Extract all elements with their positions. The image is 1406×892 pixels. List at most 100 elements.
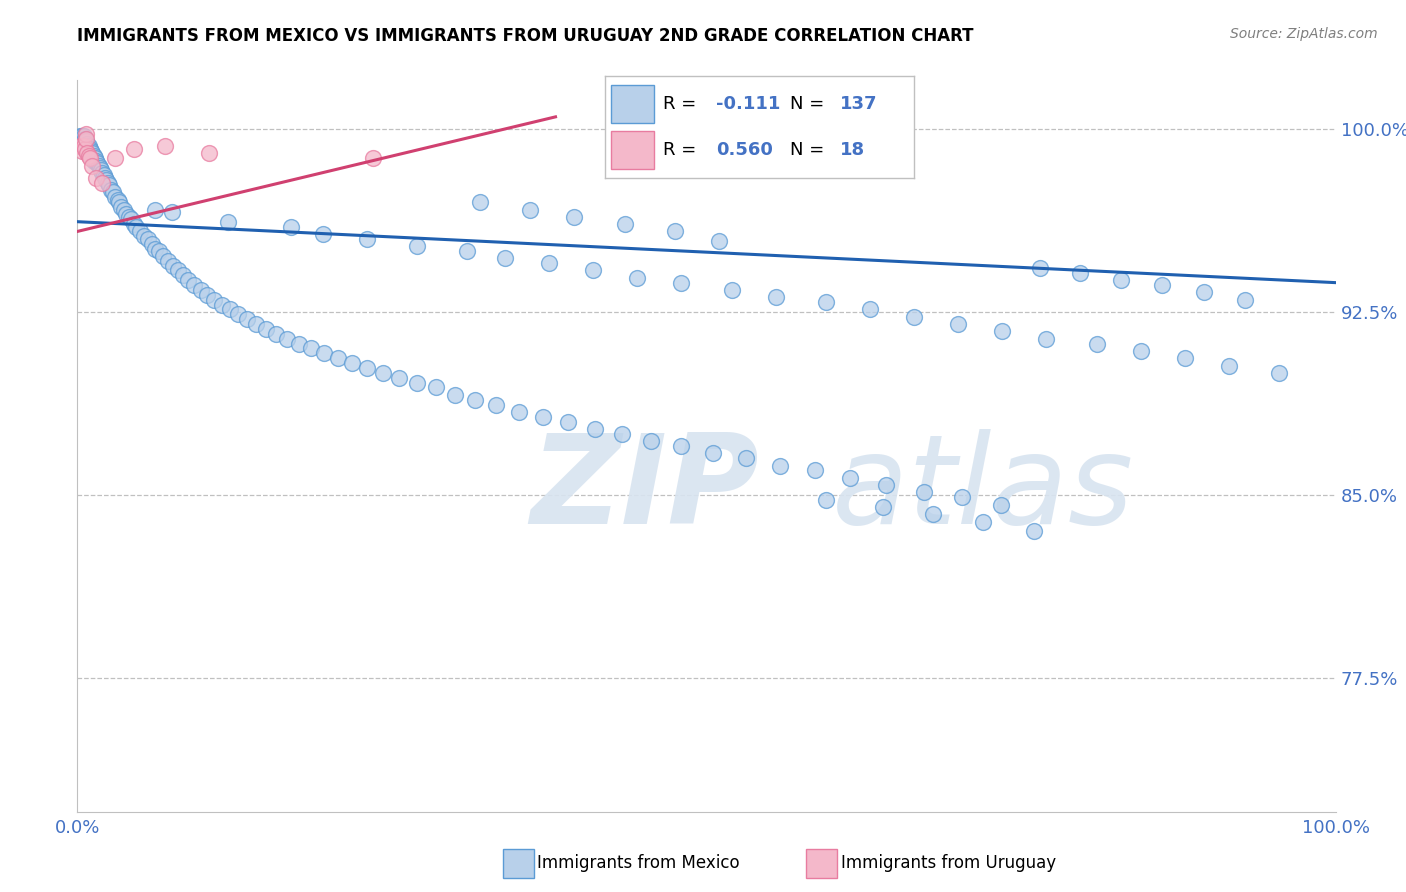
Text: R =: R = <box>664 95 703 112</box>
Point <box>72 129 94 144</box>
Point <box>100 183 122 197</box>
Point <box>122 142 145 156</box>
Point <box>326 351 349 366</box>
FancyBboxPatch shape <box>610 131 654 169</box>
Point <box>104 151 127 165</box>
Point <box>519 202 541 217</box>
Point <box>72 134 94 148</box>
Point <box>132 229 155 244</box>
Point <box>76 146 98 161</box>
Point <box>803 463 825 477</box>
Point <box>172 268 194 283</box>
Point <box>141 236 163 251</box>
Point <box>77 139 100 153</box>
Point <box>143 202 166 217</box>
Point <box>160 205 183 219</box>
Point <box>765 290 787 304</box>
Point <box>972 515 994 529</box>
Point <box>613 217 636 231</box>
Text: 18: 18 <box>839 141 865 159</box>
Point <box>456 244 478 258</box>
Point <box>494 252 516 266</box>
Text: IMMIGRANTS FROM MEXICO VS IMMIGRANTS FROM URUGUAY 2ND GRADE CORRELATION CHART: IMMIGRANTS FROM MEXICO VS IMMIGRANTS FRO… <box>77 27 974 45</box>
Point <box>815 295 838 310</box>
Point <box>990 498 1012 512</box>
Text: 137: 137 <box>839 95 877 112</box>
Point <box>195 288 218 302</box>
Point <box>77 144 100 158</box>
Point <box>198 146 221 161</box>
Point <box>211 297 233 311</box>
Point <box>582 263 605 277</box>
Point <box>97 178 120 193</box>
Point <box>356 232 378 246</box>
Point <box>768 458 790 473</box>
Text: atlas: atlas <box>832 429 1135 550</box>
Point <box>72 144 94 158</box>
Point <box>872 500 894 514</box>
Point <box>152 249 174 263</box>
Point <box>118 210 141 224</box>
Point <box>1085 336 1108 351</box>
Point <box>155 139 177 153</box>
Text: N =: N = <box>790 95 830 112</box>
Point <box>406 376 429 390</box>
Point <box>356 361 378 376</box>
Point <box>82 146 104 161</box>
Point <box>177 273 200 287</box>
Point <box>557 415 579 429</box>
Point <box>245 317 267 331</box>
Point <box>734 451 756 466</box>
Point <box>120 212 142 227</box>
Point <box>80 144 103 158</box>
Point <box>156 253 179 268</box>
Point <box>361 151 384 165</box>
Point <box>288 336 311 351</box>
Point <box>218 302 240 317</box>
Point <box>702 446 724 460</box>
Point <box>1035 332 1057 346</box>
Point <box>312 346 335 360</box>
Point <box>143 242 166 256</box>
Point <box>217 215 239 229</box>
Point <box>70 136 93 151</box>
Point <box>183 278 205 293</box>
Point <box>69 139 91 153</box>
Point <box>87 159 110 173</box>
Point <box>108 195 131 210</box>
Point <box>950 490 973 504</box>
Point <box>94 170 117 185</box>
Point <box>76 136 98 151</box>
Point <box>425 380 447 394</box>
Point <box>115 207 138 221</box>
Text: Source: ZipAtlas.com: Source: ZipAtlas.com <box>1230 27 1378 41</box>
Point <box>1069 266 1091 280</box>
Point <box>1109 273 1132 287</box>
Point <box>485 398 508 412</box>
Point <box>948 317 970 331</box>
Point <box>875 478 897 492</box>
Point <box>564 210 586 224</box>
Text: Immigrants from Uruguay: Immigrants from Uruguay <box>841 855 1056 872</box>
Point <box>69 129 91 144</box>
Point <box>664 224 686 238</box>
Point <box>254 322 277 336</box>
Point <box>72 139 94 153</box>
Point <box>125 219 148 234</box>
Point <box>75 127 97 141</box>
Point <box>1234 293 1257 307</box>
Point <box>707 234 730 248</box>
Point <box>538 256 561 270</box>
Point <box>167 263 190 277</box>
Text: R =: R = <box>664 141 703 159</box>
Point <box>107 193 129 207</box>
Point <box>73 132 96 146</box>
Point <box>73 136 96 151</box>
Point <box>1129 343 1152 358</box>
Point <box>583 422 606 436</box>
Point <box>1022 524 1045 539</box>
Point <box>1192 285 1215 300</box>
Point <box>299 342 322 356</box>
Point <box>340 356 363 370</box>
Point <box>93 169 115 183</box>
